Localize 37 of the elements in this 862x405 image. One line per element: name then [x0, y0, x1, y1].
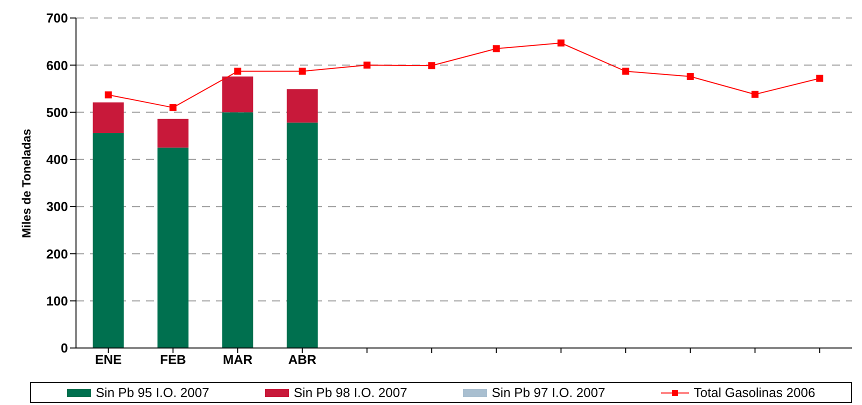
- y-tick-label: 600: [46, 58, 68, 73]
- x-tick-label: ABR: [288, 352, 318, 368]
- y-tick-label: 100: [46, 293, 68, 308]
- point: [170, 104, 176, 112]
- x-tick-label: FEB: [160, 352, 186, 368]
- point: [816, 74, 824, 82]
- point: [104, 91, 112, 98]
- point: [234, 68, 242, 75]
- bar: [286, 122, 318, 348]
- legend-label: Sin Pb 95 I.O. 2007: [96, 385, 210, 400]
- x-tick-label: ENE: [94, 352, 122, 368]
- y-tick-label: 300: [46, 199, 68, 214]
- legend-label: Sin Pb 97 I.O. 2007: [492, 385, 606, 400]
- point: [364, 62, 370, 69]
- bar: [92, 102, 124, 134]
- y-tick-label: 0: [60, 340, 68, 356]
- legend-label: Sin Pb 98 I.O. 2007: [294, 385, 408, 400]
- y-tick-label: 500: [46, 104, 68, 120]
- point: [428, 62, 436, 70]
- bar: [222, 112, 254, 348]
- bar: [222, 76, 254, 112]
- point: [492, 45, 500, 52]
- point: [558, 39, 564, 46]
- x-tick-label: MAR: [222, 352, 254, 368]
- bar: [157, 148, 188, 348]
- bar: [92, 133, 124, 348]
- point: [298, 68, 306, 75]
- y-tick-label: 400: [46, 152, 68, 168]
- point: [686, 72, 694, 80]
- point: [622, 68, 630, 75]
- y-tick-label: 200: [46, 246, 68, 262]
- bar: [157, 118, 188, 148]
- point: [752, 90, 758, 98]
- legend-label: Total Gasolinas 2006: [694, 385, 816, 400]
- y-axis-title: Miles de Toneladas: [19, 128, 34, 238]
- y-tick-label: 700: [46, 10, 68, 26]
- bar: [286, 89, 318, 123]
